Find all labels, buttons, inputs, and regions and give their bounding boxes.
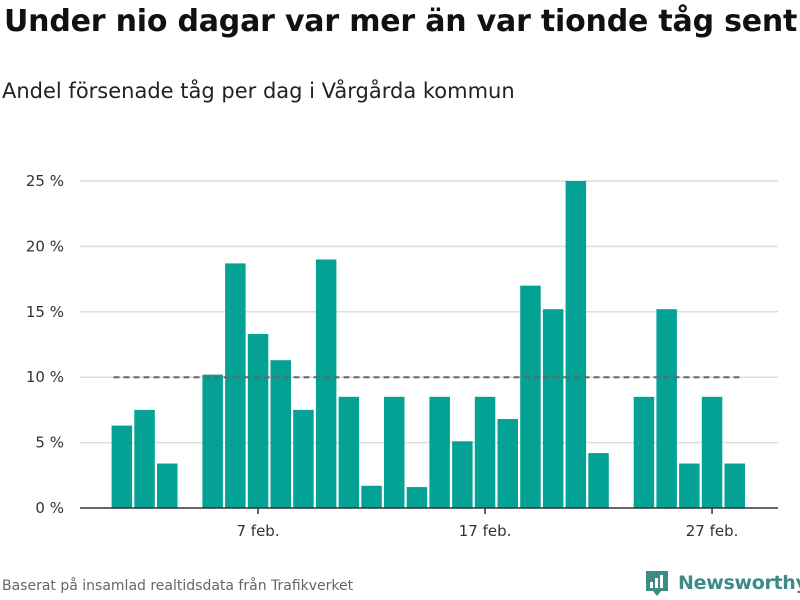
- bar: [111, 425, 133, 508]
- bar: [565, 181, 587, 508]
- brand-name: Newsworthy: [678, 572, 800, 594]
- bar: [338, 396, 360, 508]
- bar: [497, 419, 518, 508]
- y-tick-label: 5 %: [35, 434, 64, 452]
- bar: [588, 453, 609, 508]
- bar: [429, 396, 450, 508]
- bar: [633, 396, 655, 508]
- bar-chart-icon: [646, 571, 668, 596]
- y-tick-label: 15 %: [26, 303, 64, 321]
- bar: [270, 360, 291, 508]
- bar: [134, 409, 155, 508]
- bar: [315, 259, 337, 508]
- bar: [701, 396, 723, 508]
- newsworthy-logo[interactable]: Newsworthy: [644, 569, 800, 597]
- bar: [452, 441, 473, 508]
- bar: [384, 396, 405, 508]
- bar: [361, 485, 382, 508]
- bar-chart: 0 % 5 % 10 % 15 % 20 % 25 % 7 feb. 17 feb. 27 fe…: [26, 172, 778, 540]
- y-tick-label: 25 %: [26, 172, 64, 190]
- bar: [247, 334, 269, 508]
- x-tick-label: 7 feb.: [236, 522, 279, 540]
- bar: [474, 396, 496, 508]
- y-tick-label: 10 %: [26, 368, 64, 386]
- bar: [406, 487, 428, 508]
- bar: [679, 463, 700, 508]
- chart-title: Under nio dagar var mer än var tionde tå…: [4, 4, 798, 39]
- bar: [656, 309, 677, 508]
- bar: [202, 374, 223, 508]
- bar: [225, 263, 246, 508]
- y-tick-label: 20 %: [26, 237, 64, 255]
- bar: [724, 463, 745, 508]
- bar: [293, 409, 314, 508]
- x-tick-label: 17 feb.: [459, 522, 512, 540]
- y-tick-label: 0 %: [35, 499, 64, 517]
- bar: [520, 285, 541, 508]
- chart-subtitle: Andel försenade tåg per dag i Vårgårda k…: [2, 79, 515, 103]
- bar: [157, 463, 178, 508]
- x-tick-label: 27 feb.: [686, 522, 739, 540]
- source-note: Baserat på insamlad realtidsdata från Tr…: [2, 578, 354, 594]
- bar: [542, 309, 564, 508]
